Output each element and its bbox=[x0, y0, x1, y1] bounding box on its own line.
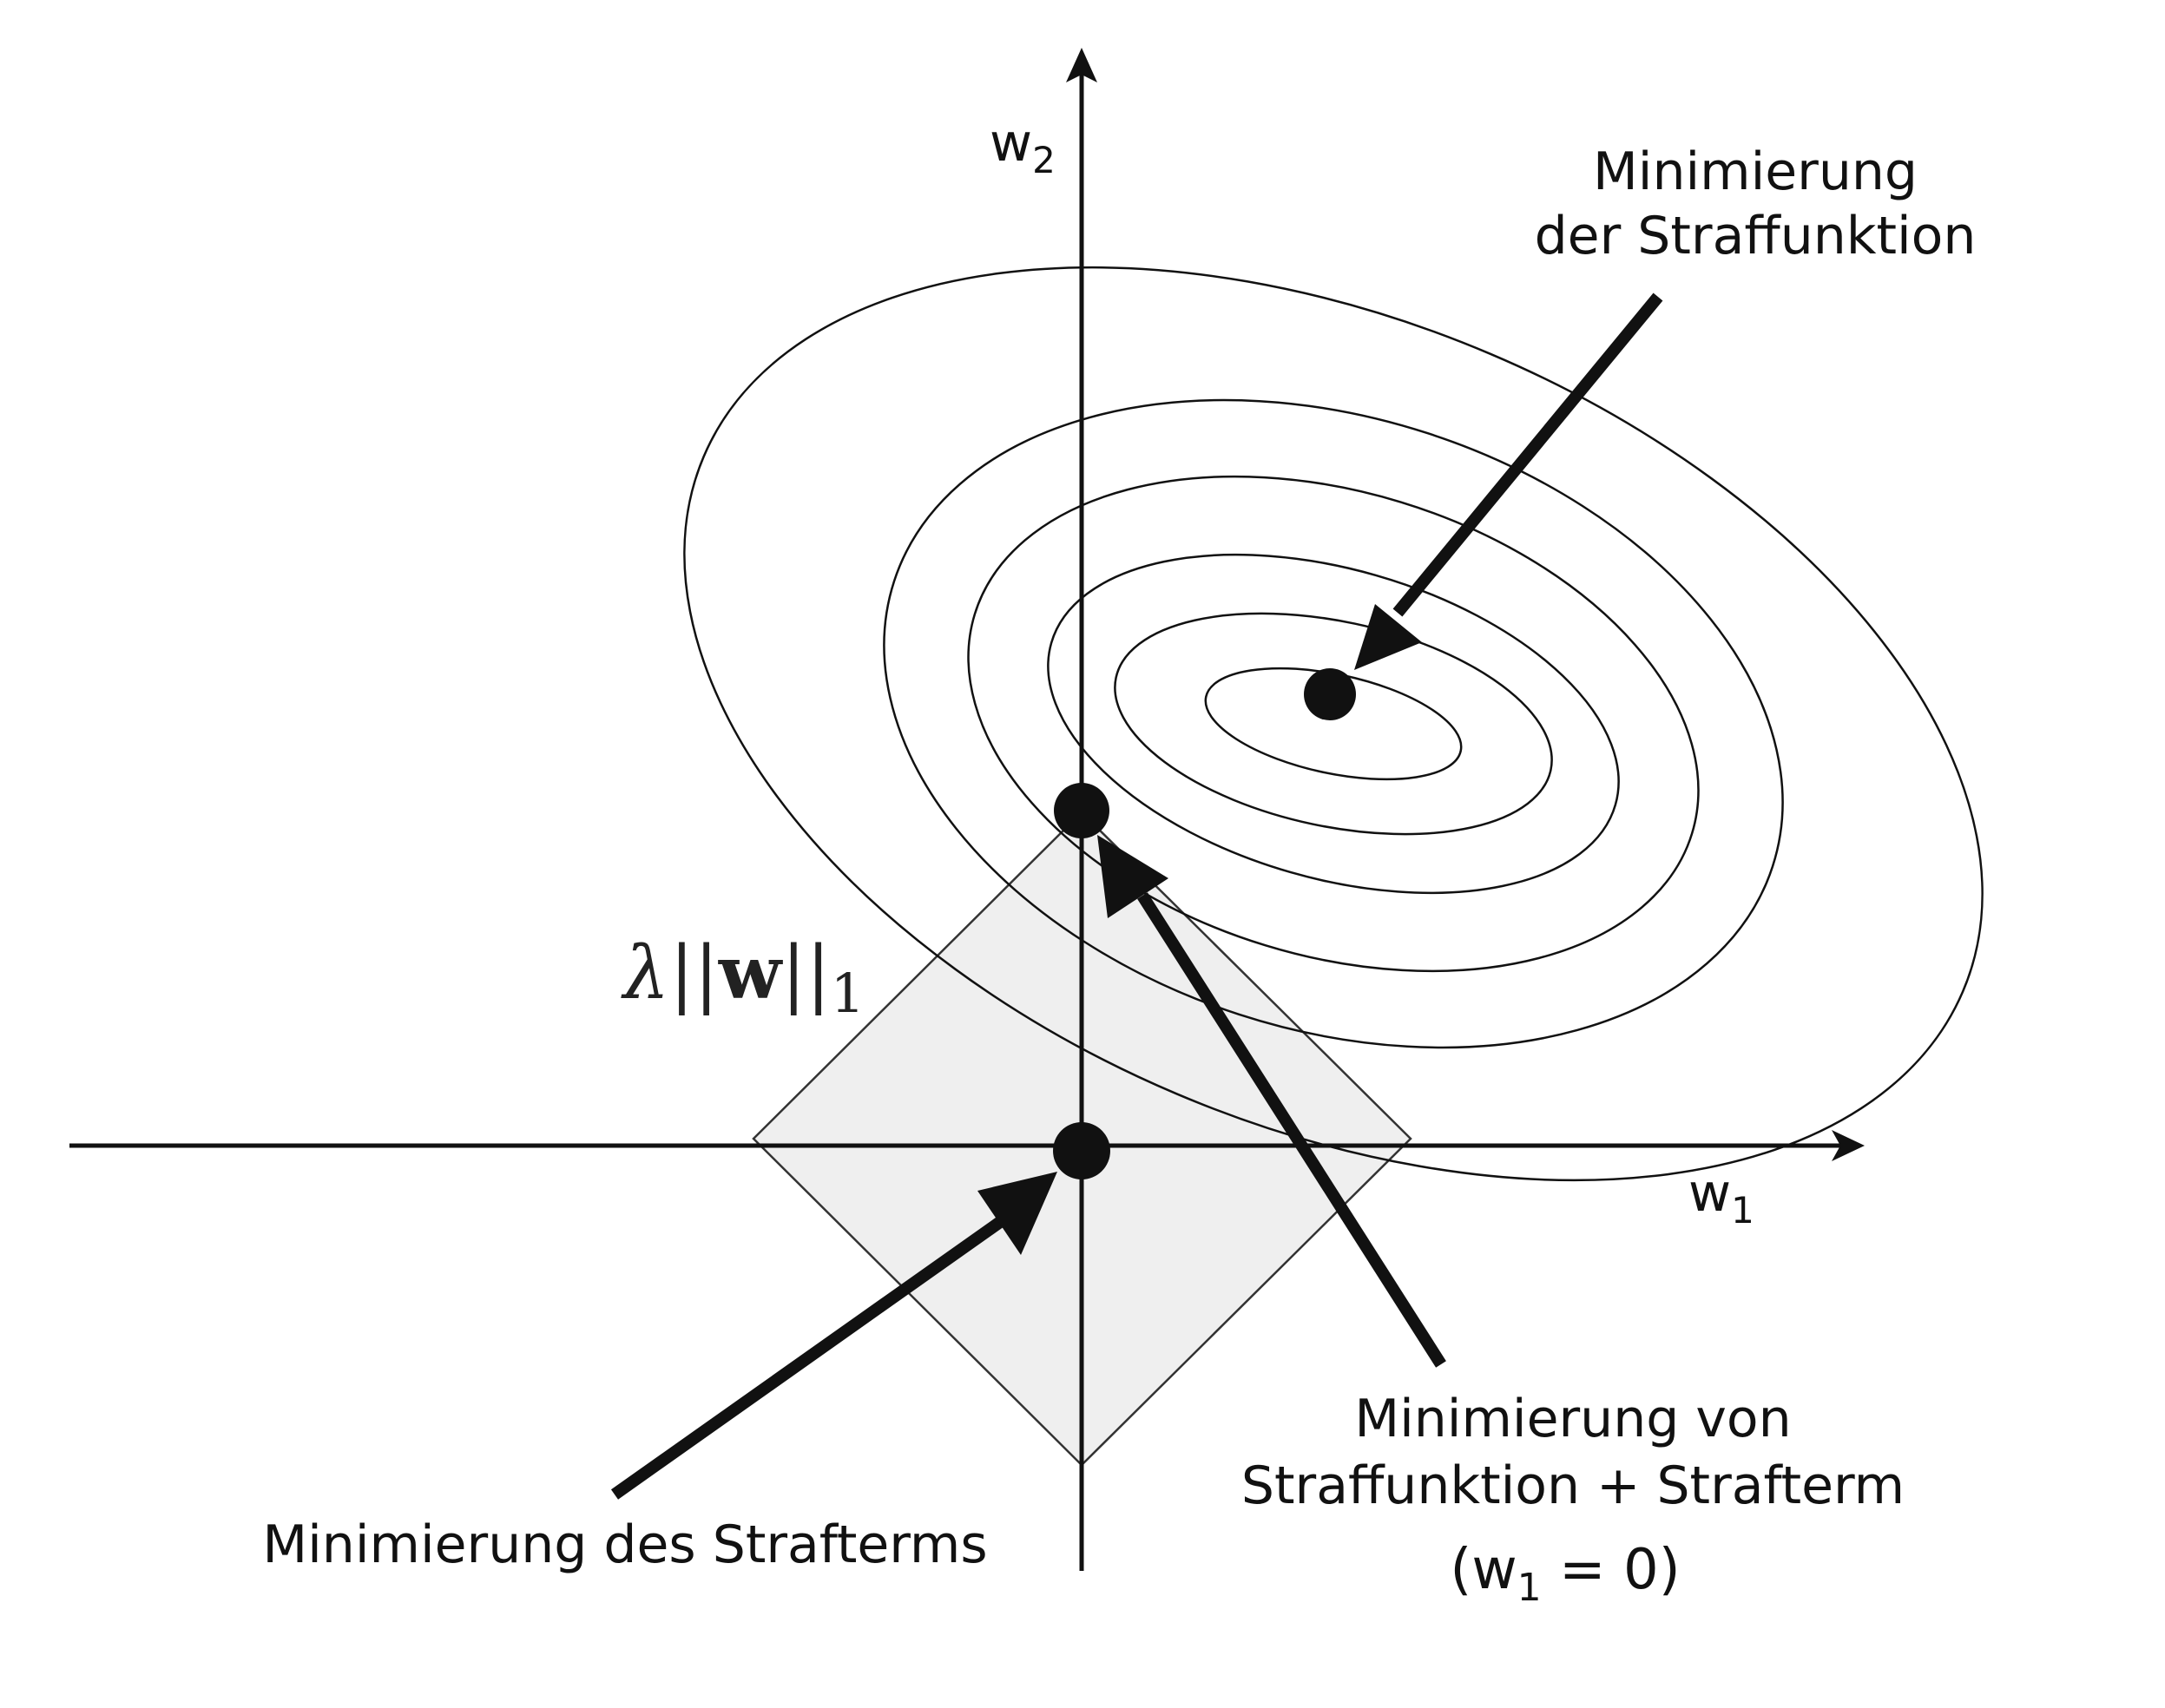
y-axis-arrowhead bbox=[1066, 48, 1097, 82]
arrow-to-cost-minimum-head bbox=[1354, 604, 1422, 670]
combined-line1: Minimierung von bbox=[1354, 1389, 1791, 1449]
arrow-to-penalty-minimum bbox=[610, 1217, 1004, 1500]
x-axis-label: w1 bbox=[1688, 1163, 1754, 1232]
cost-contours bbox=[683, 266, 1984, 1182]
penalty-term-label: λ||w||1 bbox=[621, 930, 865, 1025]
cost-min-line1: Minimierung bbox=[1593, 141, 1918, 202]
arrow-to-combined-minimum bbox=[1137, 892, 1446, 1368]
cost-contour-4 bbox=[967, 475, 1700, 973]
combined-line2: Straffunktion + Strafterm bbox=[1241, 1455, 1905, 1516]
cost-minimum-point bbox=[1304, 668, 1356, 720]
annotation-combined-minimum: Minimierung von Straffunktion + Strafter… bbox=[1241, 1389, 1905, 1610]
pointer-arrows bbox=[610, 292, 1663, 1500]
combined-minimum-point bbox=[1054, 783, 1109, 838]
annotation-penalty-minimum: Minimierung des Strafterms bbox=[262, 1514, 987, 1575]
cost-min-line2: der Straffunktion bbox=[1535, 206, 1977, 266]
arrow-to-cost-minimum bbox=[1392, 292, 1663, 617]
arrow-to-penalty-minimum-head bbox=[977, 1172, 1057, 1255]
cost-contour-3 bbox=[1047, 553, 1620, 895]
cost-contour-6 bbox=[683, 266, 1984, 1182]
x-axis-arrowhead bbox=[1832, 1130, 1865, 1161]
arrow-to-combined-minimum-head bbox=[1097, 835, 1168, 918]
penalty-minimum-point bbox=[1053, 1122, 1110, 1179]
combined-condition: (w1 = 0) bbox=[1450, 1538, 1680, 1610]
cost-contour-2 bbox=[1114, 612, 1553, 836]
annotation-cost-minimum: Minimierung der Straffunktion bbox=[1535, 141, 1977, 266]
cost-contour-5 bbox=[883, 398, 1784, 1049]
y-axis-label: w2 bbox=[990, 113, 1056, 181]
